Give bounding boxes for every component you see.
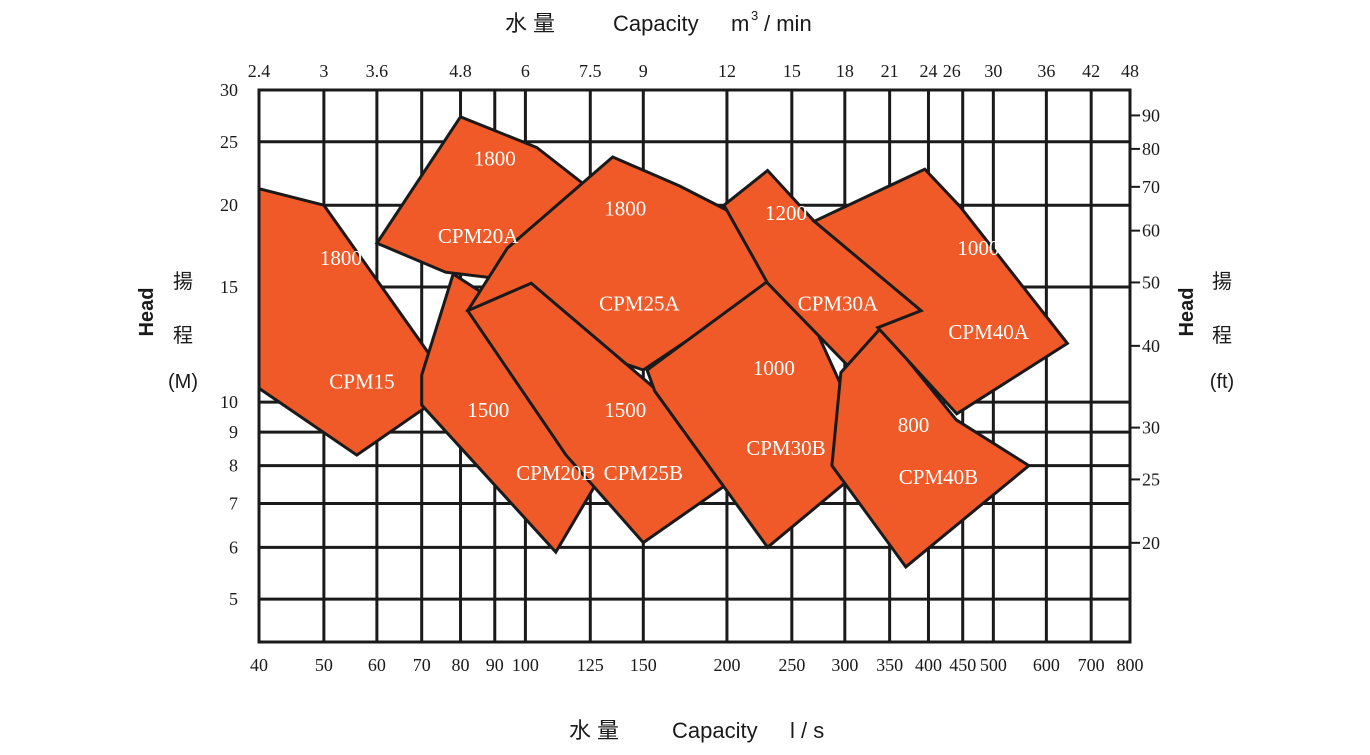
region-label-cpm30b: CPM30B — [746, 436, 825, 460]
region-cpm40a — [811, 167, 1070, 416]
x-tick-label-top: 30 — [984, 61, 1002, 81]
x-tick-label-bottom: 400 — [915, 655, 942, 675]
y-tick-label-left: 10 — [220, 392, 238, 412]
region-speed-cpm15: 1800 — [320, 246, 362, 270]
y-tick-label-right: 40 — [1142, 336, 1160, 356]
top-title-unit-sup: 3 — [751, 8, 758, 23]
region-speed-cpm40b: 800 — [898, 413, 930, 437]
y-tick-label-right: 30 — [1142, 418, 1160, 438]
y-tick-label-right: 50 — [1142, 272, 1160, 292]
y-tick-label-left: 9 — [229, 422, 238, 442]
y-tick-label-left: 25 — [220, 132, 238, 152]
left-ylabel-cn1: 揚 — [173, 270, 193, 293]
y-tick-label-right: 90 — [1142, 105, 1160, 125]
x-tick-label-bottom: 700 — [1078, 655, 1105, 675]
right-ylabel-unit: (ft) — [1210, 371, 1234, 393]
region-labels: CPM15 1800 CPM20B 1500 CPM20A 1800 CPM25A 1800 C… — [320, 147, 1030, 489]
x-tick-label-bottom: 500 — [980, 655, 1007, 675]
x-tick-label-bottom: 60 — [368, 655, 386, 675]
x-tick-label-top: 18 — [836, 61, 854, 81]
region-speed-cpm40a: 1000 — [957, 236, 999, 260]
x-tick-label-top: 21 — [881, 61, 899, 81]
y-tick-label-left: 8 — [229, 456, 238, 476]
region-label-cpm30a: CPM30A — [798, 292, 879, 316]
region-speed-cpm20b: 1500 — [467, 398, 509, 422]
region-label-cpm15: CPM15 — [329, 369, 394, 393]
x-tick-label-bottom: 450 — [949, 655, 976, 675]
right-ylabel-cn2: 程 — [1212, 324, 1232, 347]
x-tick-label-top: 2.4 — [248, 61, 271, 81]
y-tick-label-left: 15 — [220, 277, 238, 297]
x-tick-label-bottom: 200 — [713, 655, 740, 675]
plot-frame — [257, 88, 1132, 644]
y-tick-label-right: 80 — [1142, 139, 1160, 159]
x-tick-label-bottom: 350 — [876, 655, 903, 675]
y-tick-label-left: 7 — [229, 494, 238, 514]
x-tick-label-top: 26 — [943, 61, 961, 81]
region-speed-cpm30a: 1200 — [765, 201, 807, 225]
x-tick-label-bottom: 40 — [250, 655, 268, 675]
region-speed-cpm20a: 1800 — [474, 147, 516, 171]
top-title-cn: 水 量 — [505, 11, 555, 36]
region-label-cpm25a: CPM25A — [599, 292, 680, 316]
x-tick-label-bottom: 600 — [1033, 655, 1060, 675]
top-title-en: Capacity — [613, 11, 699, 36]
x-tick-label-bottom: 250 — [778, 655, 805, 675]
x-tick-label-top: 48 — [1121, 61, 1139, 81]
y-tick-label-left: 5 — [229, 589, 238, 609]
y-tick-label-right: 60 — [1142, 221, 1160, 241]
y-tick-label-right: 25 — [1142, 469, 1160, 489]
x-tick-label-bottom: 800 — [1117, 655, 1144, 675]
x-tick-label-top: 3 — [319, 61, 328, 81]
region-label-cpm20a: CPM20A — [438, 224, 519, 248]
right-ylabel-cn1: 揚 — [1212, 270, 1232, 293]
x-tick-label-top: 36 — [1037, 61, 1055, 81]
left-ylabel-unit: (M) — [168, 371, 198, 393]
x-tick-label-top: 15 — [783, 61, 801, 81]
region-label-cpm20b: CPM20B — [516, 461, 595, 485]
x-tick-label-bottom: 125 — [577, 655, 604, 675]
x-tick-label-bottom: 70 — [413, 655, 431, 675]
y-tick-label-right: 70 — [1142, 177, 1160, 197]
region-speed-cpm25a: 1800 — [604, 196, 646, 220]
pump-regions — [257, 114, 1070, 570]
x-tick-label-top: 4.8 — [449, 61, 472, 81]
x-tick-label-top: 7.5 — [579, 61, 602, 81]
region-label-cpm25b: CPM25B — [604, 461, 683, 485]
y-tick-label-left: 20 — [220, 195, 238, 215]
right-ylabel-en: Head — [1176, 288, 1198, 337]
x-tick-label-top: 3.6 — [366, 61, 389, 81]
x-tick-label-top: 24 — [919, 61, 937, 81]
x-tick-label-top: 6 — [521, 61, 530, 81]
tick-labels: 40 50 60 70 80 90 100 125 150 200 250 300 350 400 450 5… — [220, 61, 1160, 675]
x-tick-label-top: 9 — [639, 61, 648, 81]
y-tick-label-right: 20 — [1142, 533, 1160, 553]
x-tick-label-top: 12 — [718, 61, 736, 81]
region-speed-cpm25b: 1500 — [604, 398, 646, 422]
y-tick-label-left: 6 — [229, 537, 238, 557]
top-title-unit-m: m — [731, 11, 749, 36]
region-label-cpm40b: CPM40B — [899, 465, 978, 489]
x-tick-label-bottom: 90 — [486, 655, 504, 675]
bottom-title-cn: 水 量 — [569, 718, 619, 743]
x-tick-label-bottom: 100 — [512, 655, 539, 675]
x-tick-label-bottom: 50 — [315, 655, 333, 675]
region-speed-cpm30b: 1000 — [753, 356, 795, 380]
x-tick-label-bottom: 80 — [452, 655, 470, 675]
x-tick-label-bottom: 150 — [630, 655, 657, 675]
x-tick-label-bottom: 300 — [831, 655, 858, 675]
left-ylabel-en: Head — [136, 288, 158, 337]
x-tick-label-top: 42 — [1082, 61, 1100, 81]
top-title-unit-rest: / min — [764, 11, 812, 36]
left-ylabel-cn2: 程 — [173, 324, 193, 347]
bottom-title-unit: l / s — [790, 718, 824, 743]
region-label-cpm40a: CPM40A — [948, 320, 1029, 344]
bottom-title-en: Capacity — [672, 718, 758, 743]
y-tick-label-left: 30 — [220, 80, 238, 100]
